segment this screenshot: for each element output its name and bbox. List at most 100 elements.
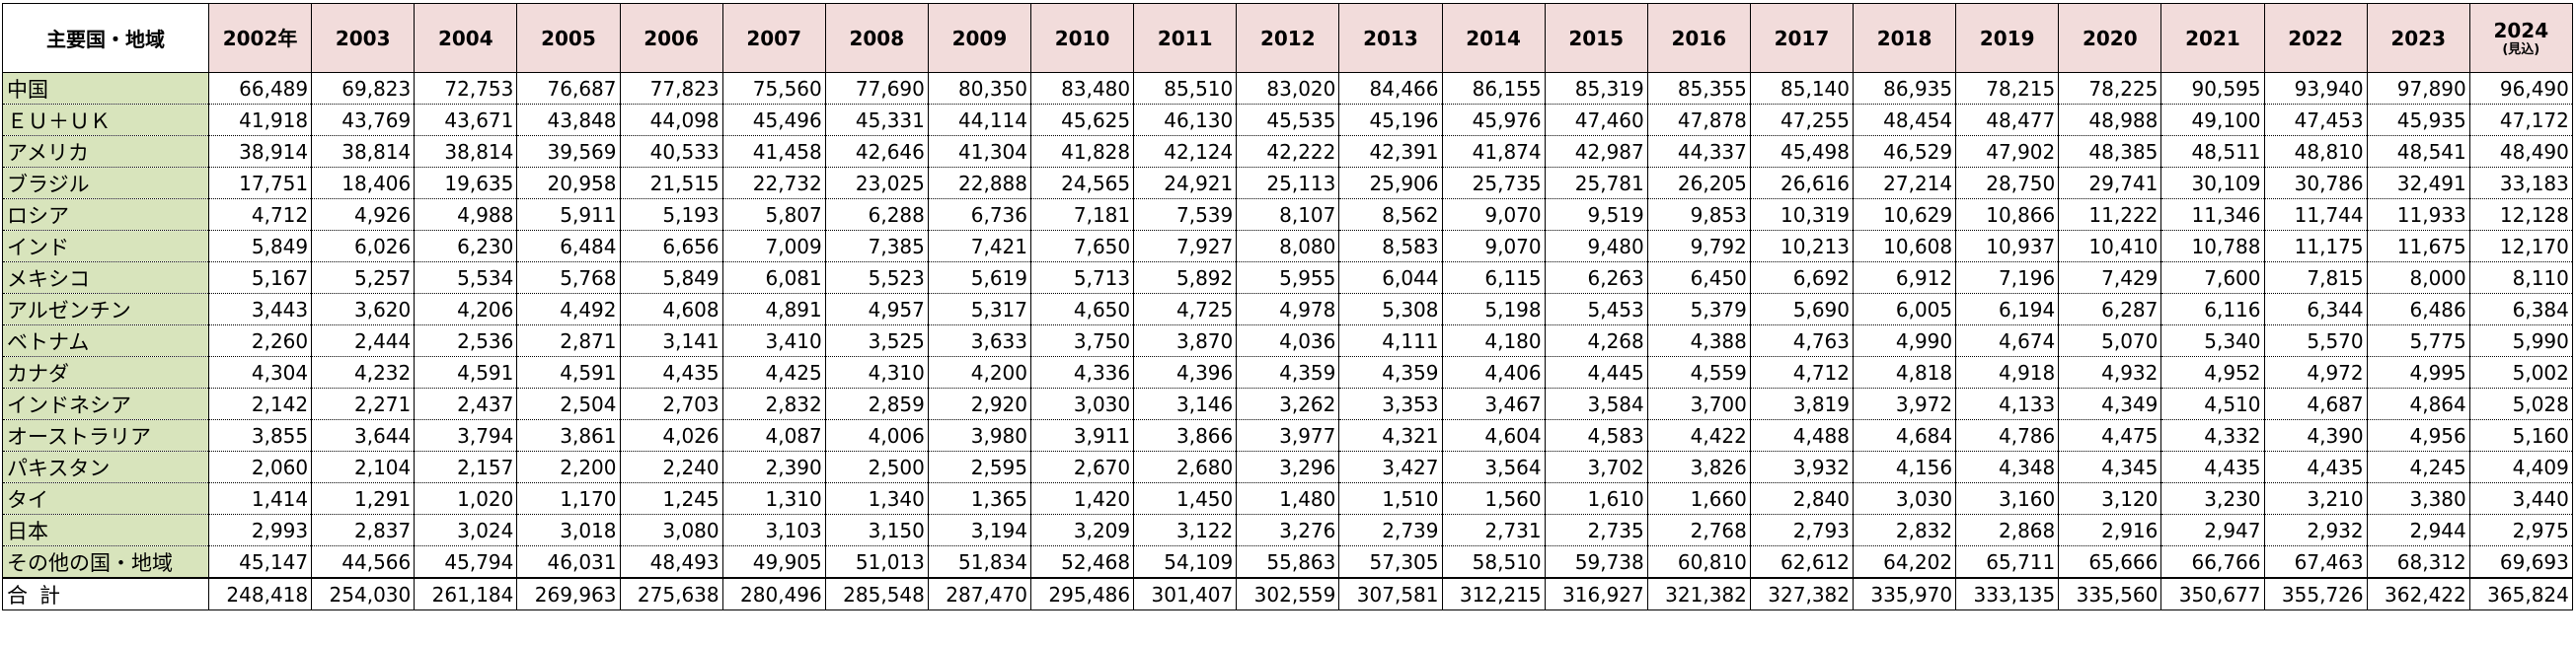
value-cell: 3,146	[1133, 388, 1238, 420]
value-cell: 4,559	[1646, 356, 1751, 389]
value-cell: 44,566	[311, 545, 416, 579]
value-cell: 45,935	[2366, 104, 2470, 136]
value-cell: 1,020	[414, 482, 518, 515]
value-cell: 5,690	[1749, 293, 1855, 325]
value-cell: 3,700	[1646, 388, 1751, 420]
value-cell: 4,349	[2058, 388, 2162, 420]
value-cell: 4,604	[1441, 419, 1546, 452]
year-label: 2017	[1774, 26, 1830, 50]
value-cell: 3,427	[1338, 451, 1443, 483]
value-cell: 4,087	[721, 419, 826, 452]
value-cell: 48,511	[2160, 135, 2265, 168]
value-cell: 1,560	[1441, 482, 1546, 515]
value-cell: 38,914	[207, 135, 313, 168]
value-cell: 10,788	[2160, 230, 2265, 262]
value-cell: 11,222	[2058, 198, 2162, 231]
year-header: 2023	[2366, 3, 2470, 73]
value-cell: 4,990	[1852, 324, 1957, 357]
value-cell: 46,130	[1133, 104, 1238, 136]
value-cell: 2,670	[1029, 451, 1135, 483]
value-cell: 4,111	[1338, 324, 1443, 357]
year-header: 2011	[1133, 3, 1238, 73]
value-cell: 333,135	[1955, 577, 2060, 610]
value-cell: 3,120	[2058, 482, 2162, 515]
value-cell: 2,444	[311, 324, 416, 357]
value-cell: 1,480	[1236, 482, 1340, 515]
value-cell: 254,030	[311, 577, 416, 610]
year-label: 2006	[644, 26, 699, 50]
value-cell: 83,020	[1236, 72, 1340, 105]
value-cell: 4,396	[1133, 356, 1238, 389]
value-cell: 4,591	[414, 356, 518, 389]
value-cell: 4,712	[207, 198, 313, 231]
value-cell: 4,156	[1852, 451, 1957, 483]
table-row: アメリカ 38,914 38,814 38,814 39,569 40,533 41,458…	[2, 135, 2573, 168]
value-cell: 4,026	[619, 419, 723, 452]
value-cell: 3,018	[516, 514, 621, 546]
table-row: インドネシア 2,142 2,271 2,437 2,504 2,703 2,832 2,85…	[2, 388, 2573, 420]
value-cell: 1,414	[207, 482, 313, 515]
value-cell: 6,263	[1544, 261, 1648, 294]
value-cell: 4,336	[1029, 356, 1135, 389]
year-header: 2024 (見込)	[2468, 3, 2573, 73]
value-cell: 2,916	[2058, 514, 2162, 546]
year-label: 2002年	[222, 26, 298, 50]
value-cell: 20,958	[516, 167, 621, 199]
value-cell: 57,305	[1338, 545, 1443, 579]
value-cell: 43,848	[516, 104, 621, 136]
value-cell: 302,559	[1236, 577, 1340, 610]
value-cell: 3,122	[1133, 514, 1238, 546]
year-header: 2009	[927, 3, 1032, 73]
value-cell: 4,725	[1133, 293, 1238, 325]
value-cell: 365,824	[2468, 577, 2573, 610]
value-cell: 58,510	[1441, 545, 1546, 579]
value-cell: 45,794	[414, 545, 518, 579]
table-row: ＥＵ＋ＵＫ 41,918 43,769 43,671 43,848 44,098 45,49…	[2, 104, 2573, 136]
value-cell: 48,810	[2263, 135, 2368, 168]
value-cell: 2,735	[1544, 514, 1648, 546]
value-cell: 4,818	[1852, 356, 1957, 389]
value-cell: 4,206	[414, 293, 518, 325]
value-cell: 85,355	[1646, 72, 1751, 105]
value-cell: 2,944	[2366, 514, 2470, 546]
value-cell: 48,454	[1852, 104, 1957, 136]
value-cell: 2,536	[414, 324, 518, 357]
value-cell: 47,172	[2468, 104, 2573, 136]
value-cell: 285,548	[824, 577, 929, 610]
value-cell: 1,310	[721, 482, 826, 515]
value-cell: 3,564	[1441, 451, 1546, 483]
value-cell: 10,866	[1955, 198, 2060, 231]
value-cell: 4,390	[2263, 419, 2368, 452]
value-cell: 69,693	[2468, 545, 2573, 579]
value-cell: 86,155	[1441, 72, 1546, 105]
value-cell: 45,196	[1338, 104, 1443, 136]
table-body: 中国 66,489 69,823 72,753 76,687 77,823 75,560 77…	[2, 72, 2573, 610]
table-row: パキスタン 2,060 2,104 2,157 2,200 2,240 2,390 2,500…	[2, 451, 2573, 483]
value-cell: 1,610	[1544, 482, 1648, 515]
value-cell: 6,736	[927, 198, 1032, 231]
value-cell: 5,849	[207, 230, 313, 262]
value-cell: 1,365	[927, 482, 1032, 515]
value-cell: 3,160	[1955, 482, 2060, 515]
year-header: 2008	[824, 3, 929, 73]
value-cell: 4,918	[1955, 356, 2060, 389]
value-cell: 3,980	[927, 419, 1032, 452]
value-cell: 55,863	[1236, 545, 1340, 579]
value-cell: 275,638	[619, 577, 723, 610]
year-label: 2022	[2288, 26, 2343, 50]
year-header: 2002年	[207, 3, 313, 73]
region-name: アメリカ	[2, 135, 209, 168]
value-cell: 3,209	[1029, 514, 1135, 546]
value-cell: 4,006	[824, 419, 929, 452]
value-cell: 280,496	[721, 577, 826, 610]
value-cell: 30,786	[2263, 167, 2368, 199]
table-row: インド 5,849 6,026 6,230 6,484 6,656 7,009 7,385 7,…	[2, 230, 2573, 262]
value-cell: 10,608	[1852, 230, 1957, 262]
value-cell: 316,927	[1544, 577, 1648, 610]
value-cell: 2,504	[516, 388, 621, 420]
data-table-container: 主要国・地域 2002年 2003 2004 2005 2006 2007 2008 2009…	[2, 3, 2573, 610]
value-cell: 93,940	[2263, 72, 2368, 105]
value-cell: 4,036	[1236, 324, 1340, 357]
value-cell: 45,331	[824, 104, 929, 136]
value-cell: 44,098	[619, 104, 723, 136]
